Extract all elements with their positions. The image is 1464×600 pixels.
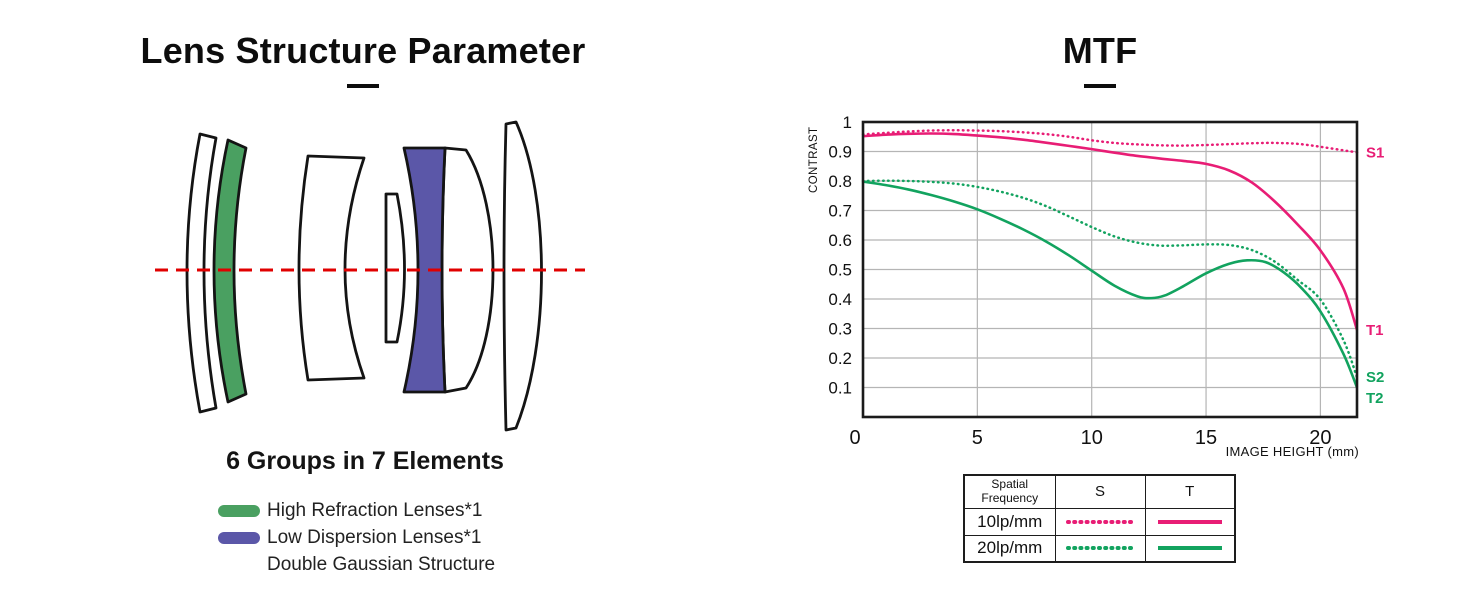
lens-legend: High Refraction Lenses*1 Low Dispersion …	[218, 497, 495, 578]
y-tick-label: 0.8	[828, 172, 852, 191]
mtf-title: MTF	[1062, 30, 1138, 71]
legend-row-low-dispersion: Low Dispersion Lenses*1	[218, 524, 495, 551]
lens-diagram	[155, 120, 585, 432]
high-refraction-label: High Refraction Lenses*1	[267, 499, 483, 521]
frequency-cell: 10lp/mm	[963, 507, 1056, 536]
mtf-legend-table: Spatial Frequency S T 10lp/mm 20lp/mm	[963, 474, 1236, 564]
groups-elements-text: 6 Groups in 7 Elements	[226, 447, 504, 475]
series-label-t1: T1	[1366, 322, 1384, 339]
low-dispersion-label: Low Dispersion Lenses*1	[267, 526, 482, 548]
line-sample-solid	[1157, 519, 1222, 524]
y-tick-label: 0.3	[828, 320, 852, 339]
legend-row-double-gaussian: Double Gaussian Structure	[218, 551, 495, 578]
line-sample-solid	[1157, 546, 1222, 551]
y-axis-title: CONTRAST	[808, 126, 820, 193]
mtf-plot-area: 0.10.20.30.40.50.60.70.80.910 5 10 15 20S1T1…	[828, 113, 1384, 449]
tangential-sample-cell	[1144, 507, 1236, 536]
sagittal-column-header: S	[1054, 474, 1146, 509]
legend-table-row: 10lp/mm	[963, 507, 1236, 536]
tangential-sample-cell	[1144, 534, 1236, 563]
x-tick-label: 20	[1309, 427, 1331, 449]
y-tick-label: 0.2	[828, 349, 852, 368]
mtf-legend-table-body: 10lp/mm 20lp/mm	[963, 507, 1236, 563]
y-tick-label: 0.5	[828, 261, 852, 280]
lens-element-3	[297, 154, 366, 382]
curve-t1	[862, 132, 1359, 331]
x-tick-label: 10	[1081, 427, 1103, 449]
double-gaussian-label: Double Gaussian Structure	[267, 553, 496, 575]
curve-t2	[862, 180, 1359, 388]
x-axis-title: IMAGE HEIGHT (mm)	[1225, 444, 1359, 459]
y-tick-label: 0.1	[828, 379, 852, 398]
line-sample-dotted	[1066, 519, 1134, 524]
legend-table-header-row: Spatial Frequency S T	[963, 474, 1236, 509]
x-tick-label: 5	[972, 427, 983, 449]
series-label-s2: S2	[1366, 369, 1384, 386]
y-tick-label: 1	[843, 113, 852, 132]
y-tick-label: 0.9	[828, 143, 852, 162]
high-refraction-swatch	[218, 504, 260, 517]
lens-element-7	[502, 120, 543, 432]
lens-element-4	[384, 192, 406, 344]
curve-s2	[861, 179, 1359, 379]
x-tick-label: 15	[1195, 427, 1217, 449]
legend-row-high-refraction: High Refraction Lenses*1	[218, 497, 495, 524]
sagittal-sample-cell	[1054, 507, 1146, 536]
y-tick-label: 0.6	[828, 231, 852, 250]
spatial-frequency-header: Spatial Frequency	[963, 474, 1056, 509]
x-tick-label: 0	[849, 427, 860, 449]
sagittal-sample-cell	[1054, 534, 1146, 563]
low-dispersion-swatch	[218, 531, 260, 544]
y-tick-label: 0.7	[828, 202, 852, 221]
series-label-s1: S1	[1366, 144, 1384, 161]
y-tick-label: 0.4	[828, 290, 852, 309]
lens-structure-title: Lens Structure Parameter	[140, 30, 586, 71]
series-label-t2: T2	[1366, 390, 1384, 407]
curve-s1	[861, 129, 1359, 154]
line-sample-dotted	[1066, 546, 1134, 551]
plot-border	[861, 120, 1359, 419]
mtf-title-underline	[1084, 84, 1116, 88]
legend-table-row: 20lp/mm	[963, 534, 1236, 563]
mtf-chart: CONTRAST 0.1 0.2 0.3 0.4 0.5 0.6 0.7 0.8 0.9 1 0 5 1…	[808, 113, 1384, 459]
lens-element-5-low-dispersion	[402, 146, 447, 394]
lens-title-underline	[347, 84, 379, 88]
lens-element-1	[185, 132, 218, 414]
frequency-cell: 20lp/mm	[963, 534, 1056, 563]
tangential-column-header: T	[1144, 474, 1236, 509]
